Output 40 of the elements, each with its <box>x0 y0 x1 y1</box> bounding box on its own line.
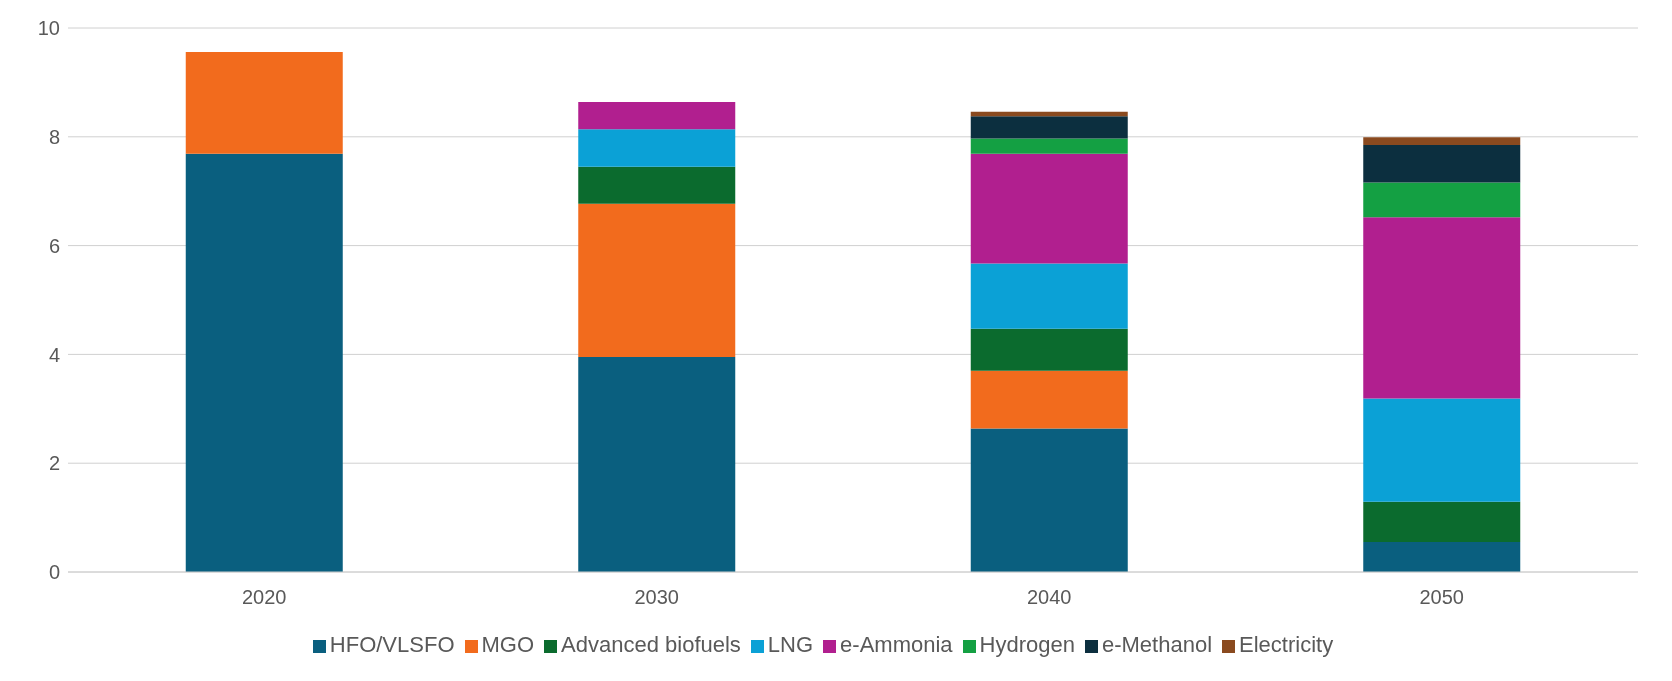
x-tick-label: 2040 <box>1027 586 1072 609</box>
y-tick-label: 8 <box>48 125 60 148</box>
y-tick-label: 6 <box>48 234 60 257</box>
x-tick-label: 2030 <box>634 586 679 609</box>
bar <box>1363 144 1521 183</box>
bar <box>970 428 1128 572</box>
bar <box>970 328 1128 371</box>
legend-label: Hydrogen <box>979 632 1075 657</box>
bar <box>1363 542 1521 572</box>
bar <box>185 153 343 572</box>
x-tick-label: 2050 <box>1419 586 1464 609</box>
bar <box>185 51 343 154</box>
legend-label: HFO/VLSFO <box>329 632 455 657</box>
bar <box>970 138 1128 154</box>
y-tick-label: 4 <box>48 343 60 366</box>
y-tick-label: 10 <box>37 17 60 40</box>
bar <box>578 129 736 167</box>
bar <box>1363 217 1521 399</box>
x-tick-label: 2020 <box>242 586 287 609</box>
bar <box>970 153 1128 264</box>
y-tick-label: 0 <box>48 561 60 584</box>
legend-label: MGO <box>481 632 535 657</box>
bar <box>970 111 1128 117</box>
legend-label: e-Methanol <box>1101 632 1213 657</box>
bar <box>1363 137 1521 145</box>
legend-label: Advanced biofuels <box>561 632 741 657</box>
bar <box>1363 182 1521 218</box>
bar <box>1363 501 1521 543</box>
bar <box>1363 398 1521 502</box>
legend-label: Electricity <box>1239 632 1334 657</box>
bar <box>970 370 1128 429</box>
legend-label: e-Ammonia <box>840 632 953 657</box>
bar <box>578 166 736 204</box>
y-tick-label: 2 <box>48 452 60 475</box>
bar <box>578 101 736 130</box>
bar <box>578 203 736 358</box>
legend-label: LNG <box>767 632 814 657</box>
bar <box>578 357 736 572</box>
bar <box>970 263 1128 329</box>
bar <box>970 116 1128 139</box>
